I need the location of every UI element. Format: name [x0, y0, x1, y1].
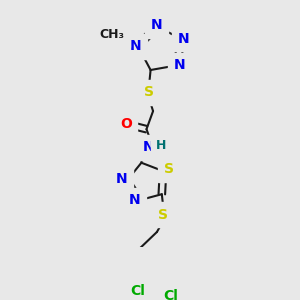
Text: O: O: [120, 117, 132, 131]
Text: S: S: [164, 162, 174, 176]
Text: N: N: [129, 193, 140, 207]
Text: N: N: [174, 58, 185, 72]
Text: N: N: [130, 39, 141, 53]
Text: N: N: [151, 18, 163, 32]
Text: Cl: Cl: [130, 284, 146, 298]
Text: H: H: [156, 139, 166, 152]
Text: S: S: [144, 85, 154, 99]
Text: N: N: [178, 32, 189, 46]
Text: N: N: [143, 140, 155, 154]
Text: S: S: [158, 208, 169, 222]
Text: Cl: Cl: [164, 289, 178, 300]
Text: CH₃: CH₃: [99, 28, 124, 41]
Text: N: N: [116, 172, 128, 186]
